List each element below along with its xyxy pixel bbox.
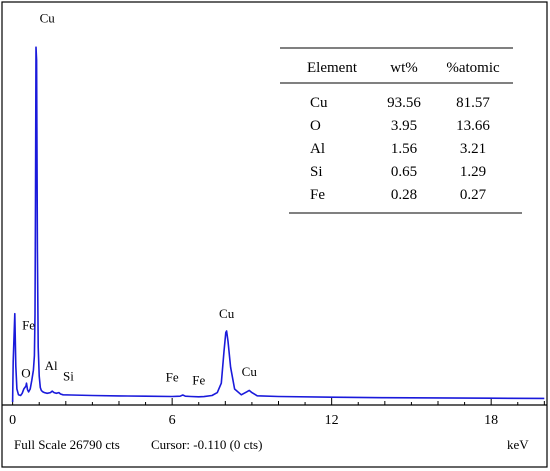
table-body: Element wt% %atomic Cu 93.56 81.57 O 3.95 13.66 A…	[307, 60, 500, 203]
x-tick-label: 12	[325, 413, 339, 428]
table-cell: Fe	[310, 187, 325, 203]
full-scale-text: Full Scale 26790 cts	[14, 437, 120, 452]
table-cell: 81.57	[456, 95, 490, 111]
table-cell: Al	[310, 141, 325, 157]
table-header-cell: Element	[307, 60, 358, 76]
peak-labels: Cu Fe O Al Si Fe Fe Cu Cu	[21, 11, 257, 388]
peak-label: Cu	[219, 306, 235, 321]
composition-table: Element wt% %atomic Cu 93.56 81.57 O 3.95 13.66 A…	[280, 47, 522, 214]
table-cell: 93.56	[387, 95, 421, 111]
table-cell: 13.66	[456, 118, 490, 134]
x-tick-label: 18	[484, 413, 498, 428]
peak-label: Al	[45, 358, 58, 373]
spectrum-series	[11, 46, 545, 403]
peak-label: O	[21, 365, 30, 380]
peak-label: Si	[63, 368, 74, 383]
x-axis-ticks: 0 6 12 18	[9, 398, 545, 428]
cursor-text: Cursor: -0.110 (0 cts)	[151, 437, 262, 452]
x-axis-label: keV	[507, 437, 529, 452]
table-cell: 0.65	[391, 164, 417, 180]
table-cell: 3.95	[391, 118, 417, 134]
table-cell: 1.56	[391, 141, 418, 157]
table-cell: Cu	[310, 95, 328, 111]
table-cell: 1.29	[460, 164, 486, 180]
table-cell: O	[310, 118, 321, 134]
peak-label: Fe	[192, 373, 205, 388]
peak-label: Cu	[242, 364, 258, 379]
table-cell: 0.28	[391, 187, 417, 203]
peak-label: Fe	[22, 318, 35, 333]
table-cell: 3.21	[460, 141, 486, 157]
table-header-cell: %atomic	[446, 60, 500, 76]
table-cell: Si	[310, 164, 323, 180]
spectrum-line	[11, 46, 545, 403]
peak-label: Fe	[166, 370, 179, 385]
table-cell: 0.27	[460, 187, 487, 203]
x-tick-label: 0	[9, 413, 16, 428]
x-tick-label: 6	[169, 413, 176, 428]
peak-label: Cu	[40, 11, 56, 26]
table-header-cell: wt%	[390, 60, 418, 76]
